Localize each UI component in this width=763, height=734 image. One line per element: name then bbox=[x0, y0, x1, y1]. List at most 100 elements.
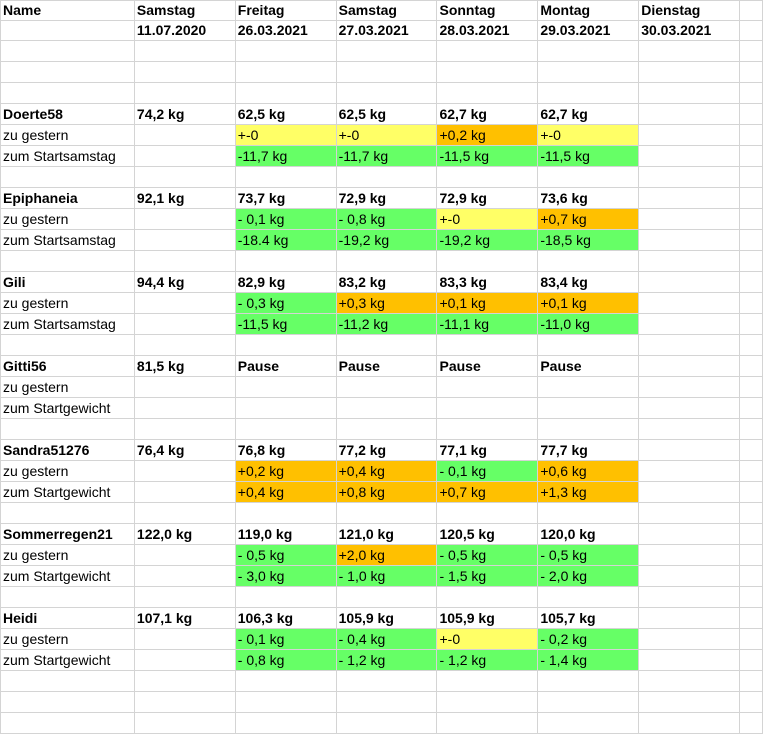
empty-cell[interactable] bbox=[739, 20, 763, 41]
change-yesterday[interactable]: +0,1 kg bbox=[537, 292, 640, 314]
empty-cell[interactable] bbox=[436, 82, 539, 104]
weight-value[interactable]: 121,0 kg bbox=[335, 523, 438, 545]
row-label[interactable]: zu gestern bbox=[0, 628, 135, 650]
empty-cell[interactable] bbox=[638, 628, 741, 650]
empty-cell[interactable] bbox=[739, 82, 763, 104]
empty-cell[interactable] bbox=[133, 481, 236, 503]
empty-cell[interactable] bbox=[0, 334, 135, 356]
empty-cell[interactable] bbox=[436, 586, 539, 608]
header-day[interactable]: Samstag bbox=[335, 0, 438, 21]
weight-value[interactable]: 83,4 kg bbox=[537, 271, 640, 293]
empty-cell[interactable] bbox=[739, 124, 763, 146]
row-label[interactable]: zu gestern bbox=[0, 376, 135, 398]
weight-value[interactable]: 119,0 kg bbox=[234, 523, 337, 545]
empty-cell[interactable] bbox=[638, 649, 741, 671]
empty-cell[interactable] bbox=[133, 544, 236, 566]
empty-cell[interactable] bbox=[739, 313, 763, 335]
empty-cell[interactable] bbox=[234, 82, 337, 104]
empty-cell[interactable] bbox=[234, 61, 337, 83]
change-start[interactable] bbox=[234, 397, 337, 419]
empty-cell[interactable] bbox=[638, 712, 741, 734]
header-date[interactable]: 30.03.2021 bbox=[638, 20, 741, 41]
row-label[interactable]: zu gestern bbox=[0, 544, 135, 566]
empty-cell[interactable] bbox=[638, 439, 741, 461]
empty-cell[interactable] bbox=[133, 292, 236, 314]
empty-cell[interactable] bbox=[638, 166, 741, 188]
change-start[interactable]: -11,7 kg bbox=[234, 145, 337, 167]
person-name[interactable]: Sandra51276 bbox=[0, 439, 135, 461]
empty-cell[interactable] bbox=[638, 460, 741, 482]
weight-value[interactable]: 62,5 kg bbox=[335, 103, 438, 125]
header-day[interactable]: Dienstag bbox=[638, 0, 741, 21]
empty-cell[interactable] bbox=[133, 250, 236, 272]
empty-cell[interactable] bbox=[739, 439, 763, 461]
change-yesterday[interactable]: +0,1 kg bbox=[436, 292, 539, 314]
empty-cell[interactable] bbox=[638, 502, 741, 524]
row-label[interactable]: zum Startgewicht bbox=[0, 649, 135, 671]
change-start[interactable]: - 1,2 kg bbox=[436, 649, 539, 671]
change-yesterday[interactable]: - 0,5 kg bbox=[234, 544, 337, 566]
change-yesterday[interactable]: +2,0 kg bbox=[335, 544, 438, 566]
change-yesterday[interactable]: - 0,1 kg bbox=[436, 460, 539, 482]
empty-cell[interactable] bbox=[638, 544, 741, 566]
empty-cell[interactable] bbox=[335, 502, 438, 524]
weight-value[interactable]: 106,3 kg bbox=[234, 607, 337, 629]
empty-cell[interactable] bbox=[537, 40, 640, 62]
empty-cell[interactable] bbox=[537, 334, 640, 356]
change-start[interactable]: - 1,2 kg bbox=[335, 649, 438, 671]
empty-cell[interactable] bbox=[739, 292, 763, 314]
empty-cell[interactable] bbox=[133, 460, 236, 482]
change-start[interactable]: +0,4 kg bbox=[234, 481, 337, 503]
empty-cell[interactable] bbox=[739, 376, 763, 398]
empty-cell[interactable] bbox=[234, 40, 337, 62]
weight-value[interactable]: 83,3 kg bbox=[436, 271, 539, 293]
empty-cell[interactable] bbox=[739, 523, 763, 545]
header-day[interactable]: Samstag bbox=[133, 0, 236, 21]
row-label[interactable]: zu gestern bbox=[0, 460, 135, 482]
change-start[interactable]: - 1,0 kg bbox=[335, 565, 438, 587]
empty-cell[interactable] bbox=[537, 250, 640, 272]
empty-cell[interactable] bbox=[436, 250, 539, 272]
empty-cell[interactable] bbox=[0, 502, 135, 524]
change-start[interactable]: - 0,8 kg bbox=[234, 649, 337, 671]
empty-cell[interactable] bbox=[739, 61, 763, 83]
change-yesterday[interactable]: - 0,3 kg bbox=[234, 292, 337, 314]
change-yesterday[interactable] bbox=[436, 376, 539, 398]
empty-cell[interactable] bbox=[234, 691, 337, 713]
change-start[interactable] bbox=[537, 397, 640, 419]
empty-cell[interactable] bbox=[739, 670, 763, 692]
empty-cell[interactable] bbox=[335, 82, 438, 104]
row-label[interactable]: zu gestern bbox=[0, 124, 135, 146]
empty-cell[interactable] bbox=[638, 145, 741, 167]
empty-cell[interactable] bbox=[537, 61, 640, 83]
empty-cell[interactable] bbox=[234, 334, 337, 356]
empty-cell[interactable] bbox=[739, 355, 763, 377]
empty-cell[interactable] bbox=[234, 712, 337, 734]
weight-value[interactable]: Pause bbox=[537, 355, 640, 377]
empty-cell[interactable] bbox=[436, 418, 539, 440]
empty-cell[interactable] bbox=[638, 418, 741, 440]
empty-cell[interactable] bbox=[436, 40, 539, 62]
empty-cell[interactable] bbox=[638, 481, 741, 503]
empty-cell[interactable] bbox=[335, 586, 438, 608]
empty-cell[interactable] bbox=[0, 61, 135, 83]
empty-cell[interactable] bbox=[133, 313, 236, 335]
empty-cell[interactable] bbox=[0, 418, 135, 440]
weight-value[interactable]: 73,7 kg bbox=[234, 187, 337, 209]
empty-cell[interactable] bbox=[537, 82, 640, 104]
empty-cell[interactable] bbox=[0, 20, 135, 41]
header-date[interactable]: 11.07.2020 bbox=[133, 20, 236, 41]
empty-cell[interactable] bbox=[335, 670, 438, 692]
empty-cell[interactable] bbox=[335, 418, 438, 440]
empty-cell[interactable] bbox=[638, 691, 741, 713]
header-date[interactable]: 28.03.2021 bbox=[436, 20, 539, 41]
empty-cell[interactable] bbox=[638, 607, 741, 629]
change-start[interactable]: - 1,4 kg bbox=[537, 649, 640, 671]
empty-cell[interactable] bbox=[133, 565, 236, 587]
empty-cell[interactable] bbox=[739, 250, 763, 272]
empty-cell[interactable] bbox=[133, 649, 236, 671]
empty-cell[interactable] bbox=[638, 82, 741, 104]
empty-cell[interactable] bbox=[335, 40, 438, 62]
change-start[interactable]: +0,8 kg bbox=[335, 481, 438, 503]
empty-cell[interactable] bbox=[133, 397, 236, 419]
